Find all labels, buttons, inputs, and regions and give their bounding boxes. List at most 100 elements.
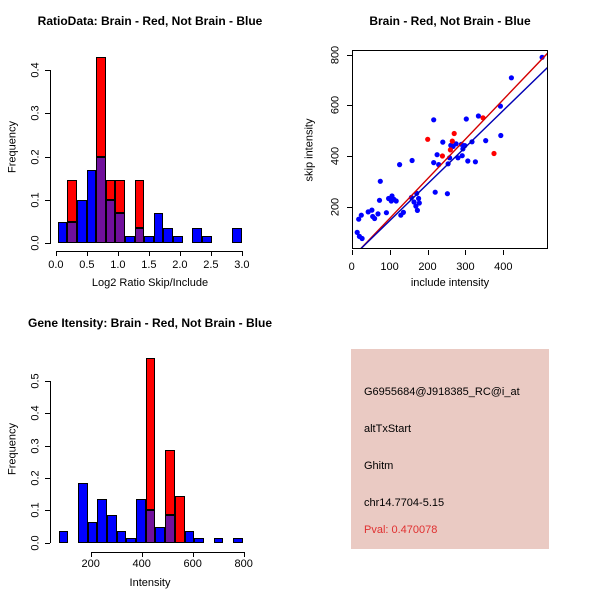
x-tick-label: 2.5 (203, 259, 219, 271)
scatter-point-not_brain (356, 216, 362, 222)
scatter-point-brain (449, 138, 455, 144)
y-tick (45, 510, 50, 511)
y-tick-label: 0.1 (29, 502, 42, 518)
scatter-point-not_brain (416, 195, 422, 202)
y-tick-label: 600 (329, 96, 342, 115)
probe-id-text: G6955684@J918385_RC@i_at (364, 386, 520, 398)
hist-bar-overlap (115, 213, 125, 243)
hist-bar-red (67, 180, 77, 222)
y-tick-label: 200 (329, 197, 342, 216)
y-tick-label: 0.2 (29, 470, 42, 486)
hist-bar-overlap (146, 510, 155, 543)
x-tick-label: 0.0 (48, 259, 64, 271)
scatter-point-not_brain (472, 159, 478, 165)
scatter-point-not_brain (431, 160, 437, 166)
x-tick (211, 251, 212, 256)
y-tick-label: 0.2 (29, 148, 42, 165)
y-tick (45, 478, 50, 479)
scatter-point-brain (447, 147, 453, 153)
hist-bar-blue (59, 531, 68, 543)
x-tick (142, 552, 143, 557)
y-tick (45, 113, 50, 114)
scatter-plot-area (354, 52, 547, 248)
scatter-point-not_brain (414, 207, 420, 213)
scatter-point-not_brain (416, 200, 422, 206)
y-tick (45, 157, 50, 158)
y-tick (45, 70, 50, 71)
pval-text: Pval: 0.470078 (364, 524, 438, 536)
x-tick (352, 250, 353, 255)
hist-bar-red (165, 450, 175, 515)
hist-bar-blue (78, 483, 88, 543)
y-tick-label: 0.5 (29, 373, 42, 389)
x-tick (56, 251, 57, 256)
scatter-point-brain (491, 150, 497, 157)
scatter-point-not_brain (440, 139, 446, 145)
y-tick (45, 543, 50, 544)
hist-bar-red (96, 57, 106, 157)
y-tick (45, 381, 50, 382)
x-tick (465, 250, 466, 255)
x-tick (428, 250, 429, 255)
hist-bar-blue (88, 522, 97, 543)
x-tick (118, 251, 119, 256)
ratio-hist-xlabel: Log2 Ratio Skip/Include (91, 277, 209, 289)
x-tick (242, 251, 243, 256)
scatter-point-not_brain (409, 157, 415, 164)
y-tick (45, 200, 50, 201)
gene-info-panel: G6955684@J918385_RC@i_at altTxStart Ghit… (351, 349, 549, 549)
x-tick (91, 552, 92, 557)
scatter-point-not_brain (483, 138, 489, 144)
hist-bar-blue (173, 236, 183, 243)
hist-bar-overlap (67, 222, 77, 243)
scatter-point-not_brain (413, 203, 419, 209)
scatter-point-brain (425, 136, 431, 142)
hist-bar-blue (163, 228, 173, 243)
y-tick-label: 400 (329, 146, 342, 166)
hist-bar-blue (97, 499, 107, 543)
x-tick-label: 200 (418, 261, 437, 273)
hist-bar-blue (214, 538, 223, 543)
hist-bar-red (106, 180, 115, 200)
scatter-point-not_brain (393, 198, 399, 204)
y-tick-label: 0.3 (29, 105, 42, 121)
scatter-point-not_brain (453, 141, 459, 147)
scatter-point-brain (451, 130, 457, 137)
scatter-point-not_brain (372, 215, 378, 222)
x-tick-label: 300 (456, 261, 475, 273)
scatter-point-not_brain (354, 229, 360, 235)
y-tick (45, 243, 50, 244)
hist-bar-blue (77, 200, 87, 243)
gene_hist-y-axis (50, 381, 51, 543)
scatter-point-not_brain (369, 207, 375, 213)
scatter-point-not_brain (459, 153, 465, 159)
x-tick-label: 400 (132, 558, 151, 570)
x-tick (87, 251, 88, 256)
hist-bar-blue (185, 531, 194, 543)
x-tick-label: 800 (234, 558, 253, 570)
hist-bar-red (115, 180, 125, 213)
hist-bar-red (175, 496, 185, 543)
y-tick-label: 0.4 (29, 62, 42, 78)
gene_hist-x-axis (91, 552, 244, 553)
ratio_hist-y-axis (50, 70, 51, 244)
scatter-point-not_brain (377, 178, 383, 184)
scatter-point-not_brain (465, 158, 471, 164)
x-tick-label: 3.0 (234, 259, 250, 271)
y-tick-label: 800 (329, 45, 342, 64)
y-tick-label: 0.3 (29, 437, 42, 454)
x-tick-label: 0.5 (79, 259, 95, 271)
scatter-point-not_brain (475, 113, 481, 119)
y-tick (347, 105, 352, 106)
gene-hist-xlabel: Intensity (129, 577, 171, 589)
y-tick (347, 156, 352, 157)
scatter-point-not_brain (498, 132, 504, 139)
scatter-point-not_brain (434, 152, 440, 158)
x-tick (244, 552, 245, 557)
scatter-point-not_brain (400, 209, 406, 215)
x-tick (193, 552, 194, 557)
hist-bar-blue (202, 236, 212, 243)
brain-fit-line (360, 52, 547, 248)
scatter-point-not_brain (359, 235, 365, 242)
